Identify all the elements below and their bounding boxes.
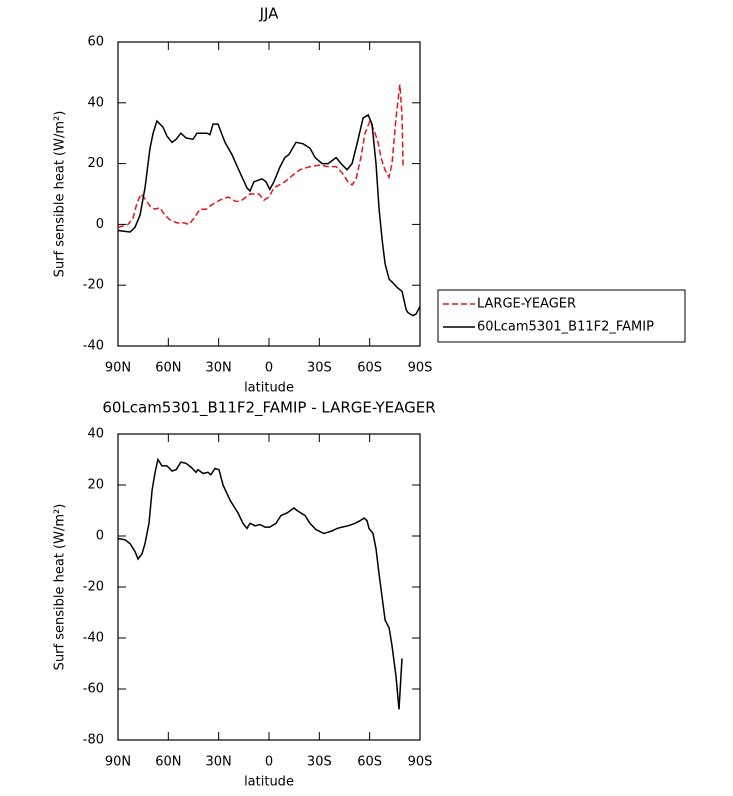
series-line: [117, 84, 404, 229]
x-tick-label: 60N: [155, 755, 181, 770]
x-axis-label: latitude: [244, 381, 294, 396]
y-tick-label: -20: [83, 580, 104, 595]
y-tick-label: -80: [83, 733, 104, 748]
plot-frame: [117, 41, 421, 347]
y-axis-label: Surf sensible heat (W/m²): [53, 504, 68, 671]
series-line: [117, 113, 421, 317]
chart-title: 60Lcam5301_B11F2_FAMIP - LARGE-YEAGER: [102, 399, 435, 418]
x-tick-label: 90S: [408, 361, 433, 376]
x-tick-label: 90N: [105, 361, 131, 376]
x-tick-label: 30N: [206, 361, 232, 376]
x-tick-label: 0: [265, 755, 273, 770]
x-axis-label: latitude: [244, 775, 294, 790]
y-tick-label: 0: [96, 217, 104, 232]
y-tick-label: 40: [87, 95, 104, 110]
y-tick-label: -20: [83, 278, 104, 293]
x-tick-label: 0: [265, 361, 273, 376]
x-tick-label: 90N: [105, 755, 131, 770]
series-line: [117, 457, 403, 710]
y-tick-label: 60: [87, 35, 104, 50]
chart-title: JJA: [259, 5, 280, 23]
legend-box: [437, 289, 686, 343]
x-tick-label: 30S: [307, 755, 332, 770]
legend-label: 60Lcam5301_B11F2_FAMIP: [477, 320, 654, 335]
x-tick-label: 60S: [357, 755, 382, 770]
y-tick-label: 40: [87, 427, 104, 442]
y-tick-label: 0: [96, 529, 104, 544]
plot-frame: [117, 433, 421, 741]
y-tick-label: -60: [83, 682, 104, 697]
y-tick-label: 20: [87, 478, 104, 493]
x-tick-label: 90S: [408, 755, 433, 770]
y-tick-label: -40: [83, 631, 104, 646]
x-tick-label: 30S: [307, 361, 332, 376]
y-axis-label: Surf sensible heat (W/m²): [53, 111, 68, 278]
legend-label: LARGE-YEAGER: [477, 297, 576, 312]
x-tick-label: 30N: [206, 755, 232, 770]
y-tick-label: 20: [87, 156, 104, 171]
x-tick-label: 60S: [357, 361, 382, 376]
y-tick-label: -40: [83, 339, 104, 354]
x-tick-label: 60N: [155, 361, 181, 376]
